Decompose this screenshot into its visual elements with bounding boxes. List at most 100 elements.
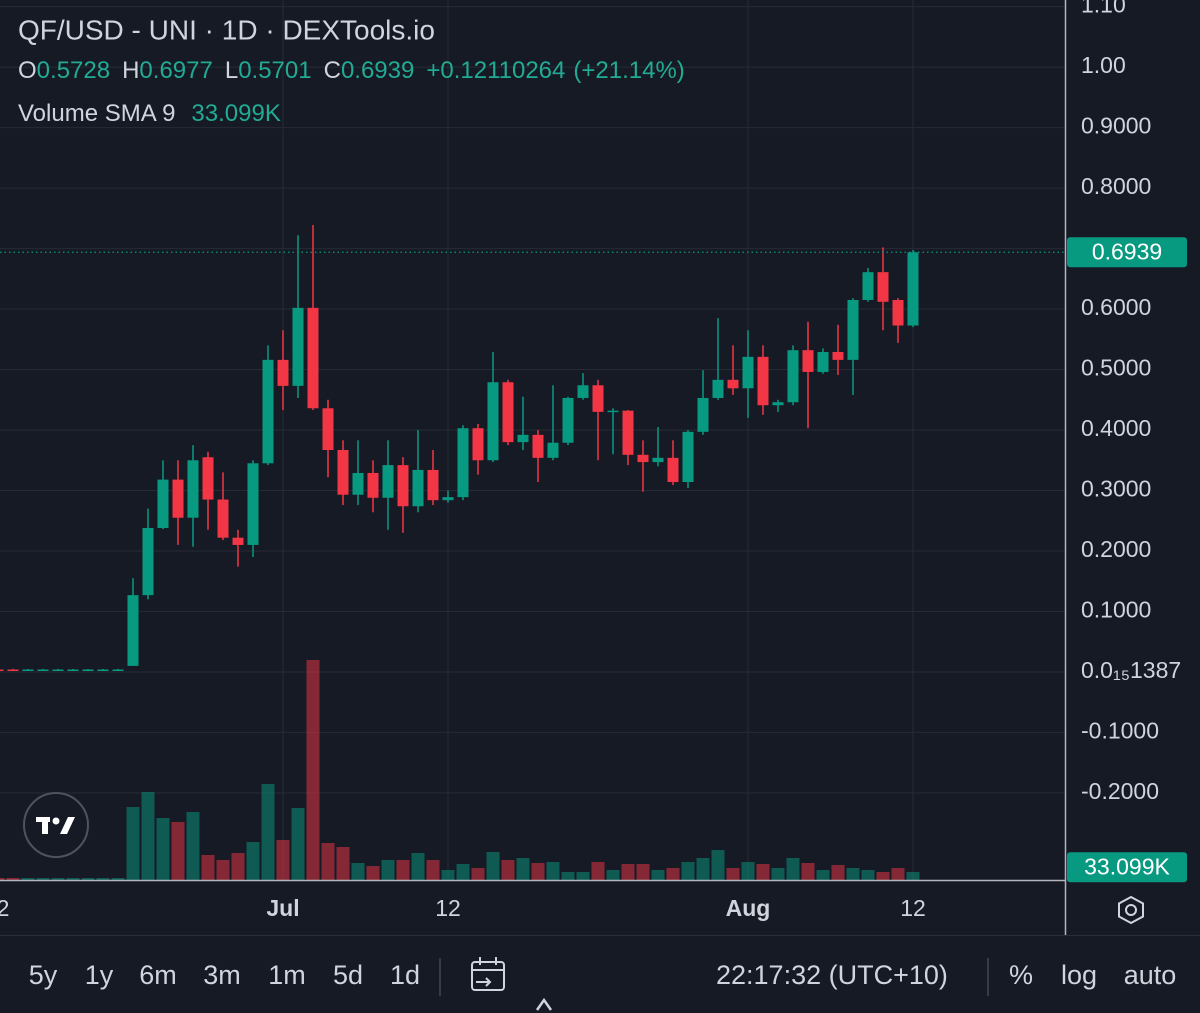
price-axis: 1.101.000.90000.80000.70000.60000.50000.…	[1067, 0, 1187, 883]
volume-bar	[831, 865, 845, 880]
candle-body	[97, 669, 109, 672]
candle-body	[892, 299, 904, 326]
range-button[interactable]: 1d	[390, 960, 420, 990]
candle-body	[742, 356, 754, 389]
option-button[interactable]: %	[1009, 960, 1033, 990]
x-tick-label: Jul	[266, 895, 299, 921]
volume-bar	[441, 870, 455, 880]
candle-body	[652, 457, 664, 463]
close-value: 0.6939	[341, 57, 414, 84]
range-button[interactable]: 1m	[268, 960, 306, 990]
candle-body	[832, 352, 844, 360]
option-button[interactable]: log	[1061, 960, 1097, 990]
last-price-label: 0.6939	[1092, 238, 1162, 264]
candle-body	[847, 299, 859, 360]
candle-body	[187, 460, 199, 518]
volume-bar	[486, 852, 500, 880]
range-button[interactable]: 3m	[203, 960, 241, 990]
volume-bar	[216, 860, 230, 880]
y-tick-label: 0.3000	[1081, 476, 1151, 502]
candle-body	[112, 669, 124, 672]
candle-body	[307, 307, 319, 409]
candle-body	[472, 428, 484, 461]
option-button[interactable]: auto	[1124, 960, 1177, 990]
settings-icon[interactable]	[1118, 895, 1144, 925]
candle-body	[562, 397, 574, 443]
y-tick-label: -0.1000	[1081, 718, 1159, 744]
y-tick-label: 1.00	[1081, 52, 1126, 78]
candle-body	[622, 410, 634, 455]
scroll-arrow[interactable]	[535, 997, 553, 1011]
volume-bar	[471, 868, 485, 880]
candle-body	[862, 272, 874, 300]
candle-body	[502, 382, 514, 443]
calendar-icon[interactable]	[471, 957, 505, 991]
volume-bar	[186, 812, 200, 880]
range-button[interactable]: 6m	[139, 960, 177, 990]
candle-body	[442, 497, 454, 501]
range-button[interactable]: 5d	[333, 960, 363, 990]
y-tick-label: 0.4000	[1081, 415, 1151, 441]
clock: 22:17:32 (UTC+10)	[716, 960, 948, 990]
candle-body	[127, 595, 139, 666]
volume-bar	[366, 866, 380, 880]
volume-bar	[396, 860, 410, 880]
volume-bar	[51, 878, 65, 880]
last-price-box	[1067, 237, 1187, 268]
low-value: 0.5701	[238, 57, 311, 84]
toolbar: 5y 1y 6m 3m 1m 5d 1d% log auto	[29, 960, 1177, 990]
y-tick-label: 0.0₁₅1387	[1081, 657, 1181, 683]
volume-bar	[801, 863, 815, 880]
low-label: L	[225, 57, 238, 84]
volume-bar	[21, 878, 35, 880]
volume-bar	[351, 863, 365, 880]
price-pane	[0, 224, 1065, 672]
change-pct: (+21.14%)	[573, 57, 684, 84]
candle-body	[577, 385, 589, 398]
candle-body	[802, 350, 814, 372]
volume-bar	[861, 870, 875, 880]
volume-bar	[81, 878, 95, 880]
volume-bar	[156, 818, 170, 880]
change: +0.12110264	[426, 57, 565, 84]
range-button[interactable]: 5y	[29, 960, 58, 990]
range-button[interactable]: 1y	[85, 960, 114, 990]
volume-bar	[456, 864, 470, 880]
tv-logo[interactable]	[23, 792, 89, 858]
candle-body	[682, 431, 694, 483]
candle-body	[67, 669, 79, 672]
candle-body	[82, 669, 94, 672]
volume-bar	[576, 872, 590, 880]
candle-body	[772, 402, 784, 406]
volume-sma-label: 33.099K	[1084, 853, 1170, 879]
candle-body	[547, 442, 559, 458]
volume-bar	[771, 868, 785, 880]
candle-body	[697, 397, 709, 432]
volume-legend: Volume SMA 9 33.099K	[18, 100, 281, 127]
candle-body	[427, 469, 439, 501]
volume-bar	[231, 853, 245, 880]
volume-bar	[426, 860, 440, 880]
volume-bar	[606, 870, 620, 880]
y-tick-label: 0.5000	[1081, 355, 1151, 381]
candle-body	[532, 434, 544, 458]
candle-body	[262, 359, 274, 464]
volume-bar	[531, 863, 545, 880]
volume-pane	[0, 660, 920, 880]
volume-bar	[96, 878, 110, 880]
volume-bar	[561, 872, 575, 880]
x-tick-label: 12	[900, 895, 926, 921]
candle-body	[487, 382, 499, 461]
volume-bar	[126, 807, 140, 880]
candle-body	[637, 454, 649, 463]
candle-body	[52, 669, 64, 672]
volume-bar	[66, 878, 80, 880]
candle-body	[7, 669, 19, 672]
candle-body	[172, 479, 184, 518]
volume-bar	[666, 868, 680, 880]
volume-bar	[276, 840, 290, 880]
candle-body	[727, 379, 739, 389]
volume-bar	[741, 862, 755, 880]
open-label: O	[18, 57, 37, 84]
volume-bar	[501, 860, 515, 880]
